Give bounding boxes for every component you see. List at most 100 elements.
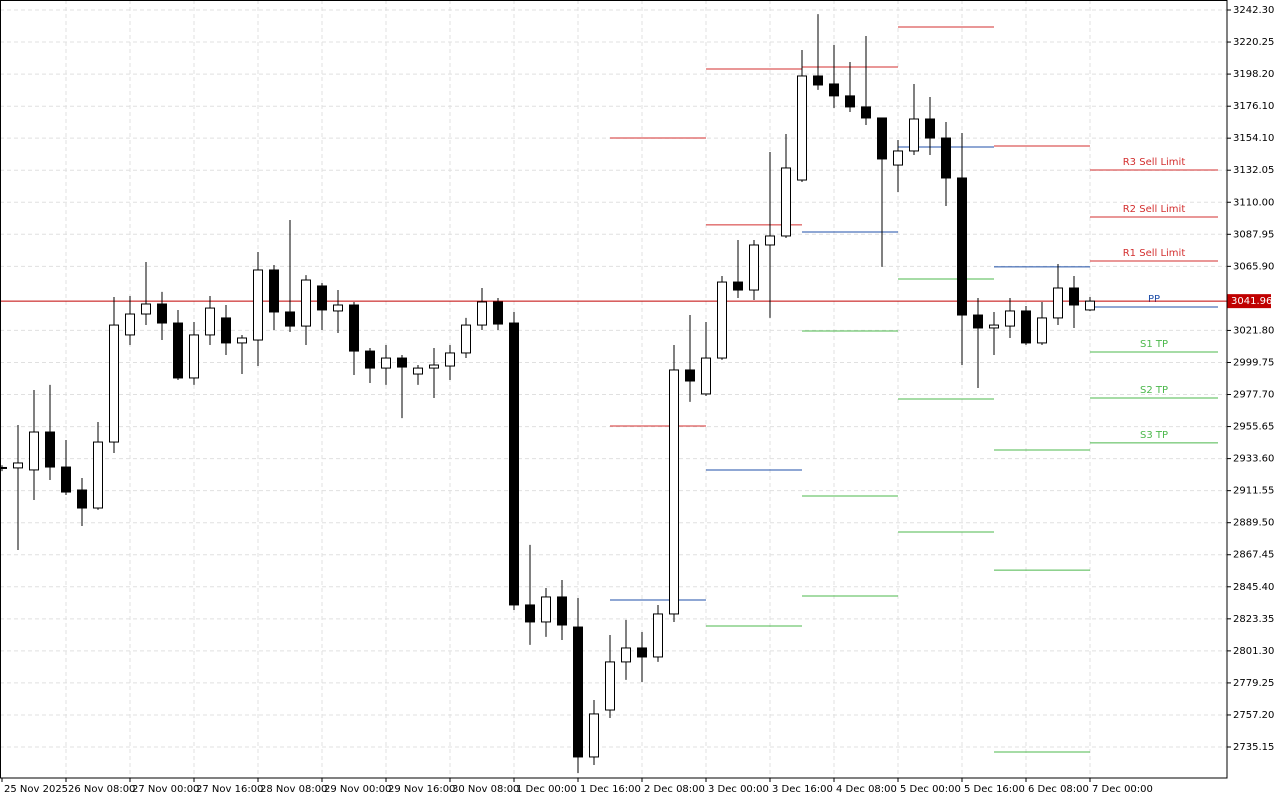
- candle-body: [877, 117, 887, 160]
- candle-body: [429, 364, 439, 369]
- candle-body: [1085, 300, 1095, 311]
- y-tick-label: 2779.25: [1233, 678, 1274, 689]
- y-tick-label: 2955.65: [1233, 422, 1274, 433]
- y-tick-label: 3110.00: [1233, 197, 1274, 208]
- candle-body: [461, 324, 471, 354]
- candle-body: [157, 303, 167, 324]
- x-tick-label: 1 Dec 00:00: [516, 784, 577, 795]
- y-tick-label: 2845.40: [1233, 582, 1274, 593]
- candle-body: [77, 489, 87, 509]
- candle-body: [445, 352, 455, 367]
- candle-body: [893, 150, 903, 166]
- y-tick-label: 2999.75: [1233, 357, 1274, 368]
- x-tick-label: 27 Nov 00:00: [132, 784, 199, 795]
- candle-body: [813, 75, 823, 86]
- y-tick-label: 3021.80: [1233, 325, 1274, 336]
- x-tick-label: 28 Nov 08:00: [260, 784, 327, 795]
- candle-body: [941, 137, 951, 179]
- candle-body: [1053, 287, 1063, 319]
- plot-area: R3 Sell Limit R2 Sell Limit R1 Sell Limit P…: [0, 14, 1227, 773]
- current-price-label: 3041.96: [1231, 296, 1272, 307]
- candle-body: [845, 95, 855, 108]
- candle-body: [781, 167, 791, 237]
- pivot-label: PP: [1148, 294, 1160, 305]
- candle-body: [381, 357, 391, 369]
- candle-body: [765, 235, 775, 246]
- x-tick-label: 4 Dec 08:00: [836, 784, 897, 795]
- axes: 3242.30 3220.25 3198.20 3176.10 3154.10 3132.…: [1, 5, 1274, 795]
- candle-body: [141, 303, 151, 315]
- y-tick-label: 2757.20: [1233, 710, 1274, 721]
- x-tick-label: 5 Dec 00:00: [900, 784, 961, 795]
- candle-body: [589, 713, 599, 758]
- candle-body: [333, 304, 343, 312]
- candle-body: [1021, 310, 1031, 344]
- candle-body: [605, 661, 615, 711]
- candle-body: [1037, 317, 1047, 344]
- x-tick-label: 25 Nov 2025: [4, 784, 68, 795]
- candle-body: [573, 626, 583, 758]
- candle-body: [29, 431, 39, 471]
- candle-body: [189, 334, 199, 379]
- pivot-label: S3 TP: [1140, 430, 1168, 441]
- candle-body: [125, 313, 135, 336]
- y-tick-label: 2889.50: [1233, 518, 1274, 529]
- candle-body: [557, 596, 567, 626]
- candle-body: [701, 357, 711, 395]
- x-tick-label: 1 Dec 16:00: [580, 784, 641, 795]
- candle-body: [989, 324, 999, 329]
- candle-body: [1069, 287, 1079, 306]
- candle-body: [525, 604, 535, 623]
- x-tick-label: 27 Nov 16:00: [196, 784, 263, 795]
- candle-body: [221, 317, 231, 344]
- candle-body: [909, 118, 919, 152]
- candle-body: [397, 357, 407, 368]
- y-tick-label: 3154.10: [1233, 133, 1274, 144]
- x-tick-label: 30 Nov 08:00: [452, 784, 519, 795]
- candle-body: [925, 118, 935, 139]
- candle-body: [45, 431, 55, 468]
- candle-body: [685, 369, 695, 382]
- candle-body: [797, 75, 807, 181]
- pivot-label: R2 Sell Limit: [1123, 204, 1186, 215]
- pivot-label: R1 Sell Limit: [1123, 248, 1186, 259]
- candle-body: [301, 279, 311, 327]
- candle-body: [653, 613, 663, 658]
- candle-body: [749, 244, 759, 291]
- pivot-label: R3 Sell Limit: [1123, 157, 1186, 168]
- y-tick-label: 3242.30: [1233, 5, 1274, 16]
- candle-body: [13, 462, 23, 469]
- x-tick-label: 7 Dec 00:00: [1092, 784, 1153, 795]
- candle-body: [285, 311, 295, 327]
- x-tick-label: 6 Dec 08:00: [1028, 784, 1089, 795]
- candle-body: [413, 367, 423, 375]
- candle-body: [973, 314, 983, 329]
- candle-body: [237, 337, 247, 344]
- y-tick-label: 3176.10: [1233, 101, 1274, 112]
- candle-body: [253, 269, 263, 341]
- candle-body: [669, 369, 679, 615]
- x-tick-label: 2 Dec 08:00: [644, 784, 705, 795]
- candle-body: [61, 466, 71, 493]
- candle-body: [717, 281, 727, 359]
- candle-body: [1005, 310, 1015, 327]
- candle-body: [349, 304, 359, 352]
- y-tick-label: 2867.45: [1233, 550, 1274, 561]
- candle-body: [317, 285, 327, 311]
- candle-body: [205, 307, 215, 336]
- x-tick-label: 5 Dec 16:00: [964, 784, 1025, 795]
- y-tick-label: 2977.70: [1233, 390, 1274, 401]
- x-tick-label: 3 Dec 00:00: [708, 784, 769, 795]
- candle-body: [621, 647, 631, 663]
- x-tick-label: 29 Nov 00:00: [324, 784, 391, 795]
- plot-frame: [0, 0, 1228, 779]
- candle-body: [93, 441, 103, 509]
- y-tick-label: 3087.95: [1233, 229, 1274, 240]
- candle-body: [365, 350, 375, 369]
- y-tick-label: 3220.25: [1233, 37, 1274, 48]
- candle-body: [0, 466, 7, 469]
- y-tick-label: 3132.05: [1233, 165, 1274, 176]
- candle-body: [861, 106, 871, 119]
